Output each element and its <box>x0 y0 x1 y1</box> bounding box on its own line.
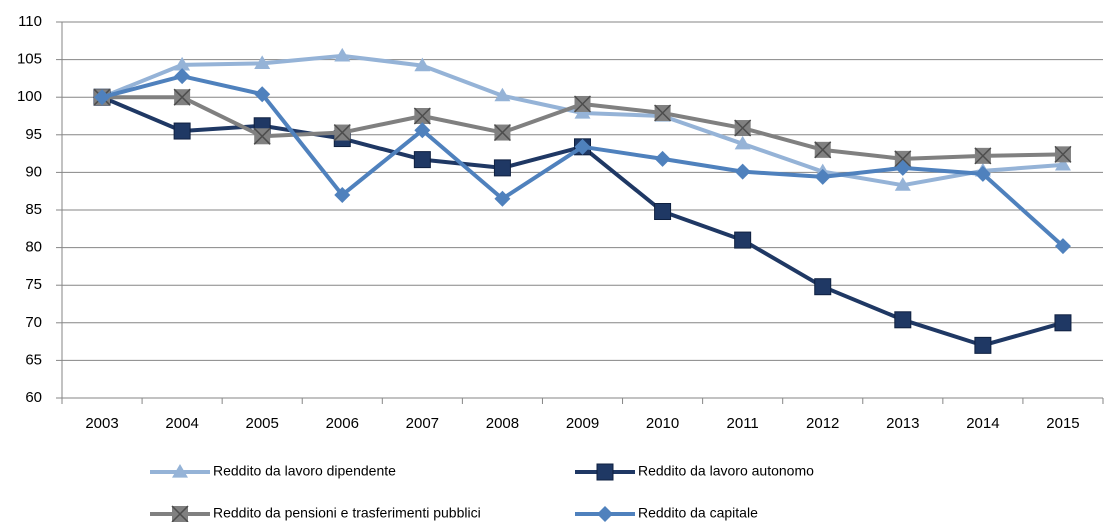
marker-cross <box>734 119 752 137</box>
data-point <box>814 141 832 159</box>
legend-label: Reddito da pensioni e trasferimenti pubb… <box>213 505 481 521</box>
data-point <box>413 107 431 125</box>
data-point <box>734 163 751 180</box>
data-point <box>974 336 992 354</box>
y-tick-label: 95 <box>25 126 42 143</box>
data-point <box>734 231 752 249</box>
data-point <box>1054 238 1071 255</box>
x-tick-label: 2012 <box>806 415 839 432</box>
data-point <box>414 122 431 139</box>
data-point <box>494 190 511 207</box>
legend-label: Reddito da lavoro autonomo <box>638 463 814 479</box>
x-tick-label: 2013 <box>886 415 919 432</box>
x-tick-label: 2009 <box>566 415 599 432</box>
marker-cross <box>654 104 672 122</box>
marker-cross <box>171 505 189 522</box>
y-tick-label: 65 <box>25 351 42 368</box>
marker-cross <box>1054 145 1072 163</box>
marker-cross <box>253 127 271 145</box>
y-tick-label: 85 <box>25 201 42 218</box>
x-tick-label: 2014 <box>966 415 999 432</box>
x-tick-label: 2005 <box>246 415 279 432</box>
data-point <box>734 119 752 137</box>
legend-label: Reddito da capitale <box>638 505 758 521</box>
legend: Reddito da lavoro dipendente Reddito da l… <box>150 463 814 522</box>
data-point <box>173 122 191 140</box>
x-tick-label: 2006 <box>326 415 359 432</box>
x-tick-label: 2011 <box>727 415 759 432</box>
x-tick-label: 2008 <box>486 415 519 432</box>
data-point <box>413 151 431 169</box>
data-point <box>333 124 351 142</box>
x-tick-label: 2003 <box>85 415 118 432</box>
series-line <box>101 53 1064 188</box>
x-tick-label: 2015 <box>1046 415 1079 432</box>
data-point <box>974 165 991 182</box>
y-tick-label: 90 <box>25 163 42 180</box>
data-point <box>1054 156 1071 171</box>
y-tick-label: 80 <box>25 239 42 256</box>
data-point <box>894 177 911 191</box>
data-point <box>894 150 912 168</box>
marker-cross <box>894 150 912 168</box>
data-point <box>254 86 271 103</box>
marker-cross <box>974 147 992 165</box>
data-point <box>253 127 271 145</box>
data-point <box>334 186 351 203</box>
marker-cross <box>493 124 511 142</box>
marker-cross <box>333 124 351 142</box>
marker-cross <box>413 107 431 125</box>
data-point <box>174 56 191 71</box>
y-tick-label: 105 <box>17 51 42 68</box>
x-tick-label: 2010 <box>646 415 679 432</box>
data-point <box>493 159 511 177</box>
legend-marker <box>172 464 188 478</box>
data-point <box>94 89 111 106</box>
data-point <box>974 147 992 165</box>
x-tick-label: 2004 <box>165 415 198 432</box>
data-point <box>574 138 591 155</box>
legend-label: Reddito da lavoro dipendente <box>213 463 396 479</box>
y-tick-label: 110 <box>18 13 42 30</box>
data-point <box>734 135 751 150</box>
data-point <box>814 168 831 185</box>
legend-marker <box>171 505 189 522</box>
data-point <box>173 88 191 106</box>
data-point <box>1054 145 1072 163</box>
y-tick-label: 100 <box>17 88 42 105</box>
marker-cross <box>173 88 191 106</box>
data-point <box>494 87 511 102</box>
data-point <box>814 278 832 296</box>
data-point <box>894 159 911 176</box>
y-tick-label: 75 <box>25 276 42 293</box>
data-point <box>493 124 511 142</box>
y-tick-label: 60 <box>25 389 42 406</box>
data-point <box>174 68 191 85</box>
data-point <box>894 311 912 329</box>
data-point <box>254 55 271 69</box>
marker-cross <box>573 95 592 113</box>
data-point <box>573 95 592 113</box>
x-tick-label: 2007 <box>406 415 439 432</box>
data-point <box>654 104 672 122</box>
data-point <box>654 203 672 221</box>
legend-marker <box>597 506 613 522</box>
data-point <box>334 47 351 62</box>
y-tick-label: 70 <box>25 314 42 331</box>
data-point <box>414 57 431 72</box>
data-point <box>1054 314 1072 332</box>
legend-marker <box>596 463 614 481</box>
data-point <box>654 150 671 167</box>
marker-cross <box>814 141 832 159</box>
